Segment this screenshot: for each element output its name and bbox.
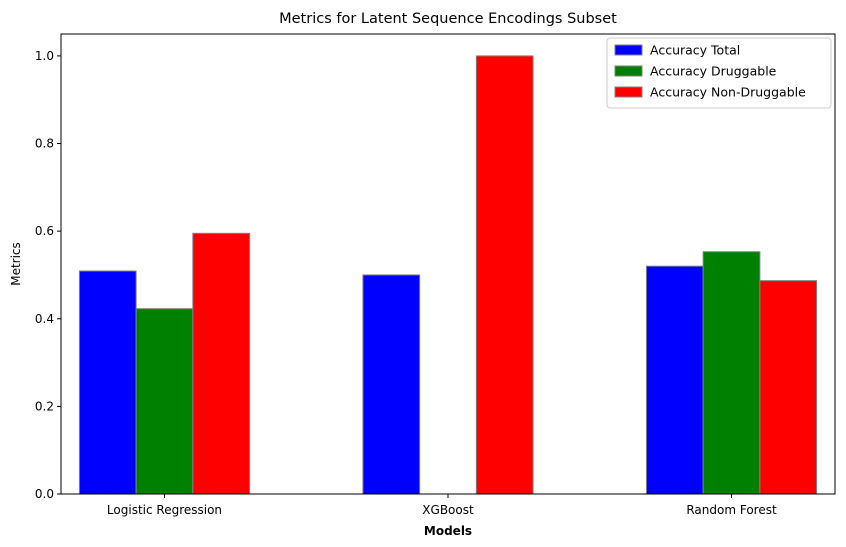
- chart-title: Metrics for Latent Sequence Encodings Su…: [279, 11, 617, 27]
- bar-accuracy-total-2: [645, 265, 704, 495]
- bar-accuracy-non-druggable-1: [475, 55, 534, 495]
- y-axis-label: Metrics: [9, 242, 23, 286]
- y-tick-label: 0.8: [35, 137, 54, 151]
- legend-label: Accuracy Total: [650, 43, 740, 58]
- legend-box: [606, 37, 832, 109]
- legend-label: Accuracy Non-Druggable: [650, 85, 806, 100]
- x-tick-label: Logistic Regression: [107, 503, 222, 517]
- bar-accuracy-total-1: [362, 274, 421, 495]
- bars-group: [78, 55, 818, 495]
- x-axis: Logistic Regression XGBoost Random Forest: [107, 494, 777, 517]
- x-axis-label: Models: [424, 524, 472, 538]
- bar-accuracy-non-druggable-0: [192, 232, 251, 495]
- legend-label: Accuracy Druggable: [650, 64, 777, 79]
- bar-accuracy-druggable-2: [702, 251, 761, 495]
- legend-swatch: [614, 86, 643, 98]
- y-tick-label: 0.6: [35, 224, 54, 238]
- legend-swatch: [614, 44, 643, 56]
- legend: Accuracy Total Accuracy Druggable Accuracy…: [606, 37, 832, 109]
- y-tick-label: 1.0: [35, 49, 54, 63]
- bar-accuracy-total-0: [78, 270, 137, 495]
- x-tick-label: Random Forest: [686, 503, 777, 517]
- legend-swatch: [614, 65, 643, 77]
- y-tick-label: 0.0: [35, 487, 54, 501]
- y-tick-label: 0.4: [35, 312, 54, 326]
- bar-accuracy-druggable-0: [135, 308, 194, 495]
- y-axis: 0.0 0.2 0.4 0.6 0.8 1.0: [35, 49, 61, 501]
- x-tick-label: XGBoost: [422, 503, 474, 517]
- y-tick-label: 0.2: [35, 399, 54, 413]
- bar-accuracy-non-druggable-2: [759, 280, 818, 495]
